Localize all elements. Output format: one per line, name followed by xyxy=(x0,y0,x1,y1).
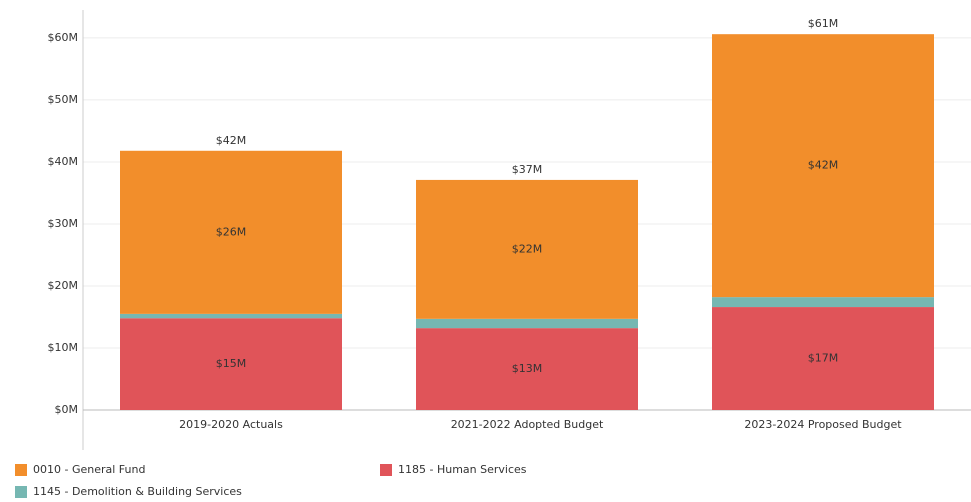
x-tick-label: 2023-2024 Proposed Budget xyxy=(744,418,902,431)
bar-segment xyxy=(416,318,638,329)
legend-swatch xyxy=(380,464,392,476)
bar-segment xyxy=(416,179,638,319)
bar-segment xyxy=(712,34,934,298)
y-tick-label: $30M xyxy=(48,217,79,230)
value-label: $13M xyxy=(512,362,543,375)
value-label: $42M xyxy=(808,159,839,172)
y-tick-label: $50M xyxy=(48,93,79,106)
total-label: $61M xyxy=(808,17,839,30)
legend-label: 1185 - Human Services xyxy=(398,463,527,476)
value-label: $17M xyxy=(808,352,839,365)
bar-segment xyxy=(416,328,638,410)
x-tick-label: 2021-2022 Adopted Budget xyxy=(451,418,604,431)
value-label: $26M xyxy=(216,225,247,238)
legend-label: 1145 - Demolition & Building Services xyxy=(33,485,242,498)
bar-segment xyxy=(712,297,934,308)
y-tick-label: $20M xyxy=(48,279,79,292)
bar-segment xyxy=(120,150,342,314)
y-tick-label: $0M xyxy=(55,403,79,416)
value-label: $15M xyxy=(216,357,247,370)
y-tick-label: $40M xyxy=(48,155,79,168)
x-tick-label: 2019-2020 Actuals xyxy=(179,418,283,431)
total-label: $37M xyxy=(512,163,543,176)
y-tick-label: $60M xyxy=(48,31,79,44)
bar-segment xyxy=(120,318,342,410)
bar-segment xyxy=(712,307,934,410)
bar-segment xyxy=(120,313,342,319)
y-tick-label: $10M xyxy=(48,341,79,354)
legend-swatch xyxy=(15,486,27,498)
total-label: $42M xyxy=(216,134,247,147)
legend-swatch xyxy=(15,464,27,476)
legend-label: 0010 - General Fund xyxy=(33,463,145,476)
value-label: $22M xyxy=(512,242,543,255)
